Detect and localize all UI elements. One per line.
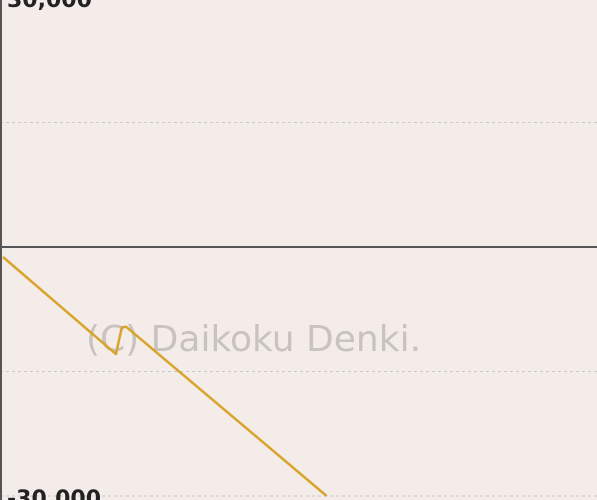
y-tick-label-top: 30,000 <box>7 0 92 13</box>
y-tick-label-bottom: -30,000 <box>7 487 101 500</box>
watermark: (C) Daikoku Denki. <box>86 319 421 360</box>
series-points <box>2 256 327 497</box>
